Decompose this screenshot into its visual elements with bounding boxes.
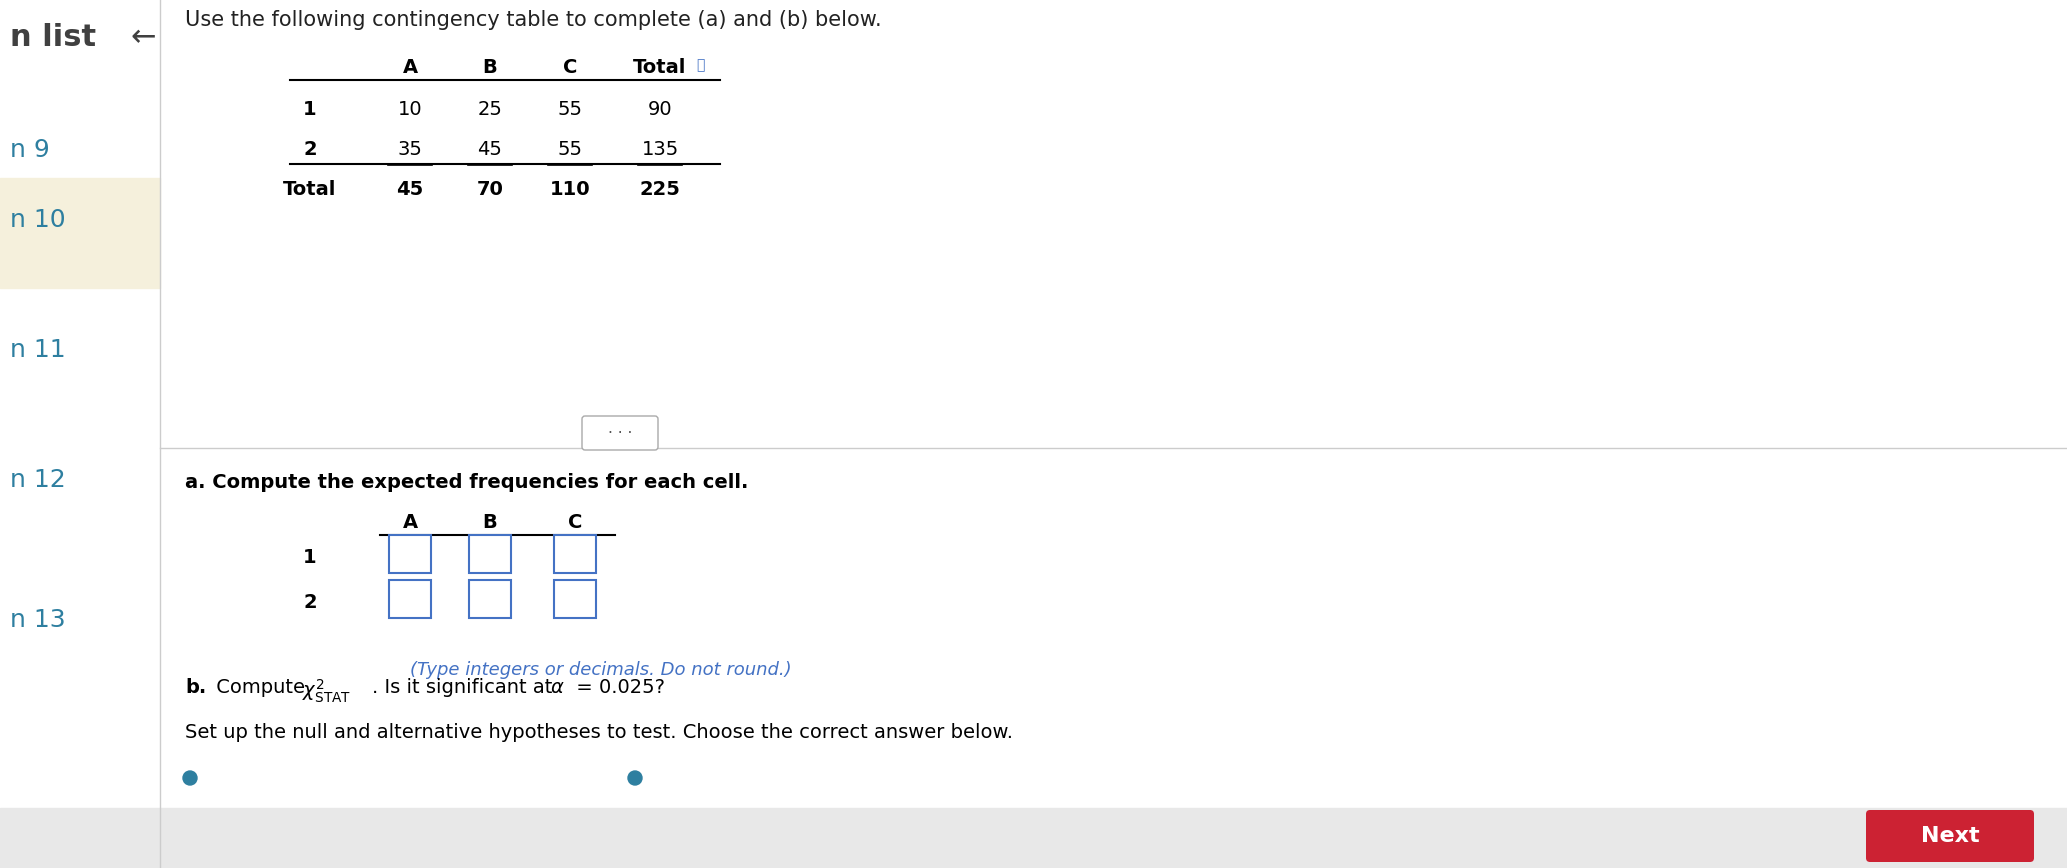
Text: $\alpha$: $\alpha$ [550, 678, 564, 697]
Text: 55: 55 [558, 100, 583, 119]
Text: · · ·: · · · [608, 425, 633, 440]
Text: Total: Total [633, 58, 686, 77]
Text: 2: 2 [304, 593, 316, 612]
FancyBboxPatch shape [554, 580, 595, 618]
Text: Next: Next [1920, 826, 1980, 846]
Text: 225: 225 [639, 180, 680, 199]
Text: n list: n list [10, 23, 97, 52]
Text: b.: b. [186, 678, 207, 697]
Text: 110: 110 [550, 180, 591, 199]
Text: n 13: n 13 [10, 608, 66, 632]
Text: Total: Total [283, 180, 337, 199]
Text: Use the following contingency table to complete (a) and (b) below.: Use the following contingency table to c… [186, 10, 883, 30]
Text: 2: 2 [304, 140, 316, 159]
Text: 1: 1 [304, 548, 316, 567]
Text: n 12: n 12 [10, 468, 66, 492]
Text: n 10: n 10 [10, 208, 66, 232]
Text: 35: 35 [397, 140, 422, 159]
Text: = 0.025?: = 0.025? [570, 678, 666, 697]
FancyBboxPatch shape [389, 535, 432, 573]
Text: 90: 90 [647, 100, 672, 119]
FancyBboxPatch shape [1867, 810, 2034, 862]
Circle shape [628, 771, 643, 785]
Circle shape [184, 771, 196, 785]
Text: C: C [568, 513, 583, 532]
Text: Compute: Compute [211, 678, 312, 697]
Text: a. Compute the expected frequencies for each cell.: a. Compute the expected frequencies for … [186, 473, 748, 492]
Bar [0, 808, 2067, 868]
Text: B: B [482, 58, 498, 77]
FancyBboxPatch shape [469, 580, 511, 618]
FancyBboxPatch shape [554, 535, 595, 573]
Bar [0, 178, 159, 288]
Text: 45: 45 [397, 180, 424, 199]
Text: A: A [403, 58, 418, 77]
Text: $\chi^2_{\mathrm{STAT}}$: $\chi^2_{\mathrm{STAT}}$ [302, 678, 351, 706]
Text: Set up the null and alternative hypotheses to test. Choose the correct answer be: Set up the null and alternative hypothes… [186, 723, 1013, 742]
Text: B: B [482, 513, 498, 532]
Text: 70: 70 [477, 180, 504, 199]
Text: 55: 55 [558, 140, 583, 159]
Text: . Is it significant at: . Is it significant at [372, 678, 558, 697]
Text: 45: 45 [477, 140, 502, 159]
Text: A: A [403, 513, 418, 532]
Bar [0, 0, 159, 178]
Text: 135: 135 [641, 140, 678, 159]
Text: 25: 25 [477, 100, 502, 119]
Text: (Type integers or decimals. Do not round.): (Type integers or decimals. Do not round… [409, 661, 792, 679]
Text: C: C [562, 58, 577, 77]
FancyBboxPatch shape [583, 416, 657, 450]
Text: ←: ← [130, 23, 155, 52]
Text: 10: 10 [397, 100, 422, 119]
Text: n 9: n 9 [10, 138, 50, 162]
Text: ⬜: ⬜ [697, 58, 705, 72]
Text: n 11: n 11 [10, 338, 66, 362]
FancyBboxPatch shape [469, 535, 511, 573]
FancyBboxPatch shape [389, 580, 432, 618]
Text: 1: 1 [304, 100, 316, 119]
